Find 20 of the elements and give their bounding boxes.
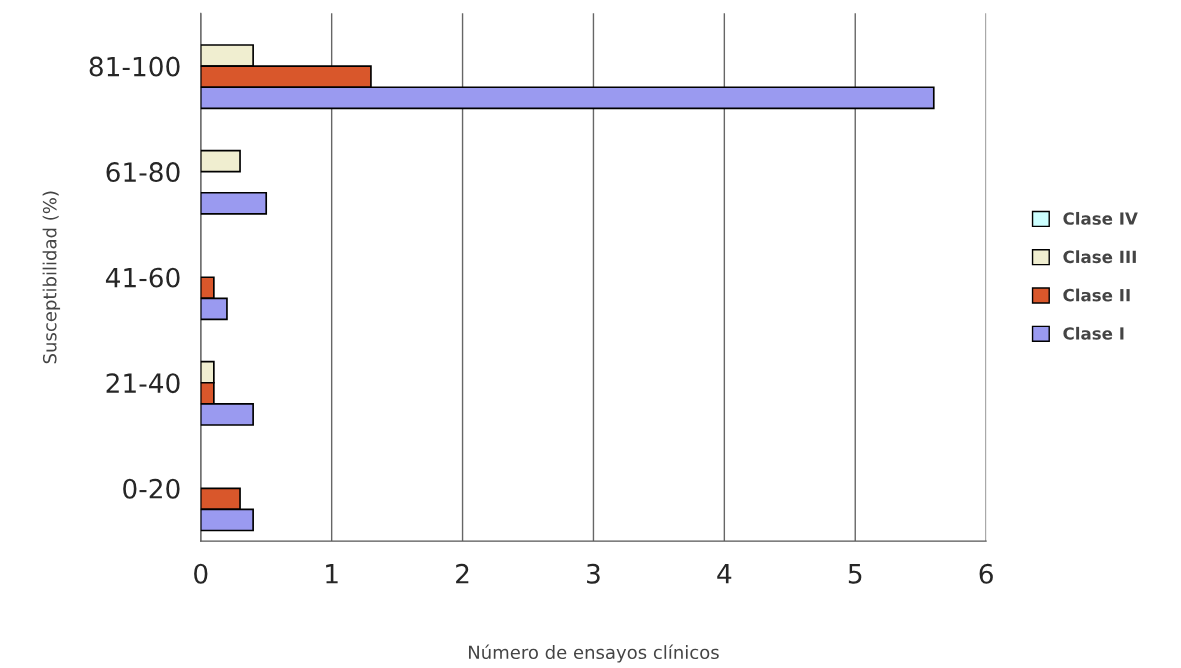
y-tick-label: 61-80 <box>106 162 180 183</box>
bar <box>200 149 241 173</box>
x-tick-label: 3 <box>587 563 600 584</box>
x-tick-label: 6 <box>979 563 993 584</box>
bar <box>200 191 268 215</box>
x-tick-label: 0 <box>194 563 208 584</box>
y-tick-label: 81-100 <box>89 56 180 77</box>
y-tick-label: 0-20 <box>123 478 180 499</box>
x-tick-label: 1 <box>326 564 338 584</box>
legend-label: Clase IV <box>1063 211 1138 225</box>
y-tick-label: 41-60 <box>105 267 180 288</box>
x-tick-label: 2 <box>456 563 469 584</box>
x-tick-label: 5 <box>848 564 862 584</box>
x-axis-title: Número de ensayos clínicos <box>468 644 719 663</box>
y-tick-label: 21-40 <box>106 373 180 394</box>
legend-label: Clase I <box>1063 326 1124 340</box>
legend-label: Clase II <box>1063 288 1130 302</box>
legend-label: Clase III <box>1063 250 1136 264</box>
x-tick-label: 4 <box>717 564 732 584</box>
y-axis-title: Susceptibilidad (%) <box>42 191 61 364</box>
